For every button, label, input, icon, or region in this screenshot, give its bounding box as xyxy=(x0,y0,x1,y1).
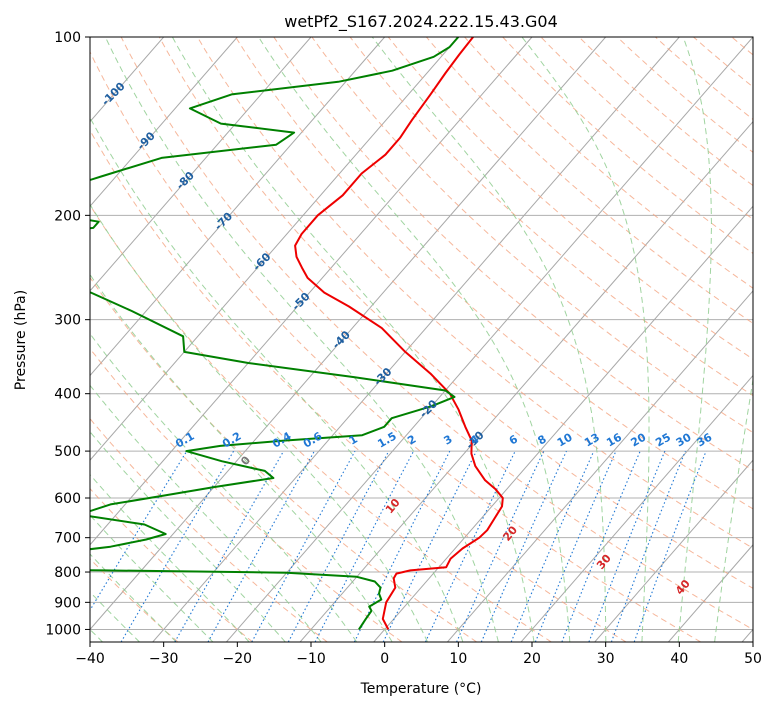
x-tick-label: 20 xyxy=(523,651,541,667)
dry-adiabat-line xyxy=(90,487,253,642)
moist-adiabat-line xyxy=(677,37,712,642)
y-tick-label: 800 xyxy=(54,565,81,581)
isotherm-line xyxy=(90,37,533,546)
moist-adiabat-line xyxy=(90,203,428,642)
x-axis-label: Temperature (°C) xyxy=(360,681,482,697)
mixing-ratio-line xyxy=(90,450,188,612)
mixing-ratio-line xyxy=(510,450,595,642)
x-tick-label: 50 xyxy=(744,651,762,667)
mixing-ratio-line xyxy=(251,450,356,642)
moist-adiabat-line xyxy=(258,37,571,642)
y-tick-label: 400 xyxy=(54,387,81,403)
plot-frame xyxy=(89,36,754,643)
y-tick-label: 1000 xyxy=(45,622,81,638)
y-tick-label: 500 xyxy=(54,444,81,460)
dry-adiabat-line xyxy=(90,50,702,642)
dry-adiabat-line xyxy=(464,37,753,289)
moist-adiabat-line xyxy=(521,37,650,642)
dry-adiabat-line xyxy=(235,37,753,510)
dry-adiabat-line xyxy=(90,417,328,642)
dry-adiabat-line xyxy=(770,37,775,642)
isotherm-line xyxy=(90,37,607,631)
y-axis-label: Pressure (hPa) xyxy=(13,290,29,390)
isotherm-line xyxy=(594,459,753,642)
x-tick-label: 40 xyxy=(670,651,688,667)
dry-adiabat-line xyxy=(120,37,753,630)
mixing-ratio-line xyxy=(534,450,617,642)
dry-adiabat-line xyxy=(387,37,753,360)
mixing-ratio-line xyxy=(561,450,641,642)
isotherm-line xyxy=(90,37,312,292)
isotherm-line xyxy=(90,37,238,208)
moist-adiabat-line xyxy=(104,37,499,642)
dry-adiabat-line xyxy=(90,204,552,642)
x-tick-label: −40 xyxy=(75,651,105,667)
sounding-lines xyxy=(90,37,504,630)
axes: −40 −30 −20 −10 0 10 20 30 40 50 100 200 300 400 500 60… xyxy=(45,30,762,667)
temperature-line xyxy=(294,37,504,630)
dry-adiabat-line xyxy=(426,37,753,324)
dry-adiabat-line xyxy=(90,129,627,642)
isotherm-line xyxy=(90,37,459,461)
y-tick-label: 200 xyxy=(54,208,81,224)
mixing-ratio-line xyxy=(610,450,686,642)
chart-title: wetPf2_S167.2024.222.15.43.G04 xyxy=(284,12,558,32)
isotherm-line xyxy=(90,37,386,377)
x-tick-label: 10 xyxy=(449,651,467,667)
mixing-ratio-line xyxy=(207,450,315,642)
y-tick-label: 700 xyxy=(54,531,81,547)
x-tick-label: −20 xyxy=(223,651,253,667)
y-tick-label: 600 xyxy=(54,491,81,507)
dry-adiabat-line xyxy=(90,276,477,642)
x-tick-label: −30 xyxy=(149,651,179,667)
gridlines xyxy=(90,37,775,642)
mixing-ratio-line xyxy=(480,450,567,642)
dry-adiabat-line xyxy=(197,37,753,549)
mixing-ratio-line xyxy=(633,450,707,642)
x-tick-label: 0 xyxy=(380,651,389,667)
moist-adiabat-line xyxy=(90,473,250,642)
mixing-ratio-line xyxy=(353,450,451,642)
moist-adiabat-line xyxy=(90,384,322,642)
moist-adiabat-line xyxy=(714,377,753,642)
plot-background xyxy=(90,37,753,642)
isotherm-line xyxy=(520,374,753,642)
moist-adiabat-line xyxy=(90,431,286,642)
x-tick-label: −10 xyxy=(296,651,326,667)
moist-adiabat-line xyxy=(90,332,358,642)
y-tick-label: 900 xyxy=(54,595,81,611)
moist-adiabat-line xyxy=(90,116,464,642)
dry-adiabat-line xyxy=(158,37,753,589)
isotherm-line xyxy=(226,37,753,642)
isotherm-line xyxy=(373,205,753,642)
dry-adiabat-line xyxy=(90,558,179,642)
isotherm-line xyxy=(447,290,753,642)
y-tick-label: 100 xyxy=(54,30,81,46)
mixing-ratio-line xyxy=(588,450,666,642)
y-tick-label: 300 xyxy=(54,313,81,329)
x-tick-label: 30 xyxy=(597,651,615,667)
mixing-ratio-line xyxy=(287,450,390,642)
dewpoint-line xyxy=(90,37,460,630)
